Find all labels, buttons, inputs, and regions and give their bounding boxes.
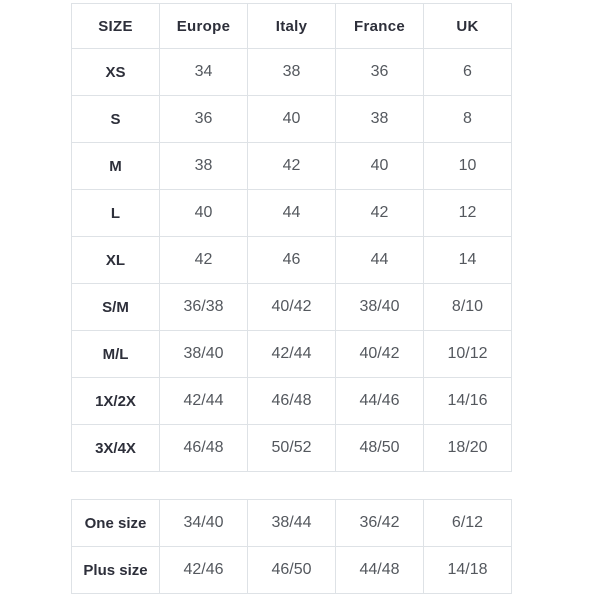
table-row: 3X/4X 46/48 50/52 48/50 18/20 [71,424,512,472]
size-value: 14/16 [423,377,512,425]
size-value: 44/48 [335,546,424,594]
size-value: 38/44 [247,499,336,547]
table-row: S 36 40 38 8 [71,95,512,143]
column-header: UK [423,3,512,49]
size-value: 6/12 [423,499,512,547]
size-value: 38 [247,48,336,96]
column-header: Italy [247,3,336,49]
size-table-body: XS 34 38 36 6 S 36 40 38 8 M 38 42 40 10 L 40 44 42 12 XL 42 4… [71,48,512,472]
size-value: 40 [247,95,336,143]
size-conversion-table: SIZE Europe Italy France UK XS 34 38 36 6 S 36 40 38… [71,3,512,472]
size-value: 42/44 [247,330,336,378]
size-value: 42 [159,236,248,284]
special-sizes-body: One size 34/40 38/44 36/42 6/12 Plus size 42/4… [71,499,512,594]
size-value: 38 [335,95,424,143]
size-value: 10 [423,142,512,190]
special-sizes-table: One size 34/40 38/44 36/42 6/12 Plus size 42/4… [71,499,512,594]
size-value: 36 [335,48,424,96]
size-value: 36/38 [159,283,248,331]
size-value: 42/44 [159,377,248,425]
size-table-header: SIZE Europe Italy France UK [71,3,512,49]
table-row: M 38 42 40 10 [71,142,512,190]
size-value: 40/42 [247,283,336,331]
size-value: 42 [247,142,336,190]
table-row: 1X/2X 42/44 46/48 44/46 14/16 [71,377,512,425]
size-value: 34 [159,48,248,96]
size-value: 10/12 [423,330,512,378]
size-value: 38 [159,142,248,190]
table-row: XS 34 38 36 6 [71,48,512,96]
size-value: 46/48 [247,377,336,425]
size-label: M [71,142,160,190]
size-value: 40 [159,189,248,237]
size-label: One size [71,499,160,547]
size-label: S/M [71,283,160,331]
size-value: 46 [247,236,336,284]
table-row: M/L 38/40 42/44 40/42 10/12 [71,330,512,378]
size-value: 14 [423,236,512,284]
size-value: 36 [159,95,248,143]
size-value: 12 [423,189,512,237]
size-value: 44 [247,189,336,237]
size-value: 46/50 [247,546,336,594]
size-value: 40/42 [335,330,424,378]
column-header: France [335,3,424,49]
size-value: 8 [423,95,512,143]
size-value: 34/40 [159,499,248,547]
size-label: 3X/4X [71,424,160,472]
table-row: S/M 36/38 40/42 38/40 8/10 [71,283,512,331]
size-value: 48/50 [335,424,424,472]
size-value: 44 [335,236,424,284]
size-value: 14/18 [423,546,512,594]
size-value: 50/52 [247,424,336,472]
header-row: SIZE Europe Italy France UK [71,3,512,49]
size-value: 38/40 [335,283,424,331]
size-label: XL [71,236,160,284]
size-label: M/L [71,330,160,378]
table-row: Plus size 42/46 46/50 44/48 14/18 [71,546,512,594]
size-value: 40 [335,142,424,190]
size-label: XS [71,48,160,96]
size-value: 38/40 [159,330,248,378]
size-value: 44/46 [335,377,424,425]
size-label: L [71,189,160,237]
size-label: 1X/2X [71,377,160,425]
table-row: L 40 44 42 12 [71,189,512,237]
size-value: 42 [335,189,424,237]
size-label: S [71,95,160,143]
size-value: 8/10 [423,283,512,331]
size-value: 6 [423,48,512,96]
table-row: One size 34/40 38/44 36/42 6/12 [71,499,512,547]
size-value: 46/48 [159,424,248,472]
size-label: Plus size [71,546,160,594]
size-value: 36/42 [335,499,424,547]
table-row: XL 42 46 44 14 [71,236,512,284]
size-value: 18/20 [423,424,512,472]
column-header: SIZE [71,3,160,49]
column-header: Europe [159,3,248,49]
size-value: 42/46 [159,546,248,594]
